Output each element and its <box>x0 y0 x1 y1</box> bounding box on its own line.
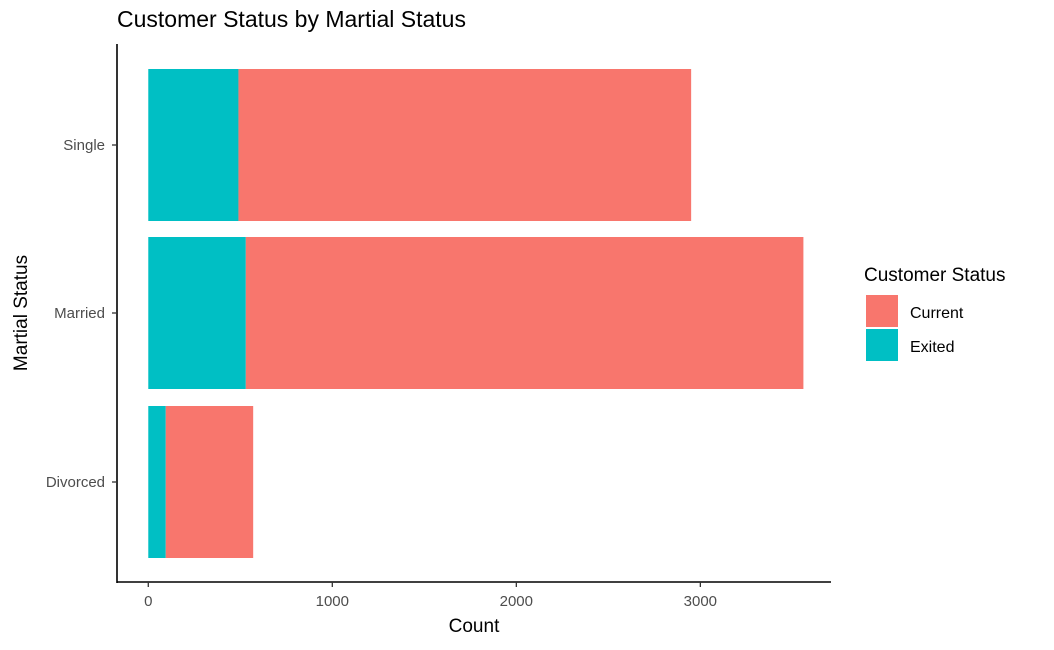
bars-layer <box>148 69 804 558</box>
legend-label-exited: Exited <box>910 339 954 356</box>
x-axis-title: Count <box>449 616 500 637</box>
legend-label-current: Current <box>910 305 964 322</box>
bar-divorced-exited <box>148 406 166 558</box>
legend-swatch-exited <box>866 329 898 361</box>
bar-single-exited <box>148 69 239 221</box>
legend: Customer Status Current Exited <box>864 265 1006 361</box>
y-ticks: Single Married Divorced <box>46 137 117 491</box>
x-tick-label: 2000 <box>500 593 533 610</box>
y-axis-title: Martial Status <box>11 255 32 371</box>
x-tick-label: 0 <box>144 593 152 610</box>
y-tick-label: Married <box>54 305 105 322</box>
x-tick-label: 3000 <box>684 593 717 610</box>
y-tick-label: Single <box>63 137 105 154</box>
bar-married-exited <box>148 237 246 389</box>
legend-title: Customer Status <box>864 265 1006 286</box>
legend-swatch-current <box>866 295 898 327</box>
bar-single-current <box>238 69 692 221</box>
chart-title: Customer Status by Martial Status <box>117 6 466 32</box>
y-tick-label: Divorced <box>46 474 105 491</box>
bar-divorced-current <box>165 406 254 558</box>
bar-married-current <box>245 237 804 389</box>
x-ticks: 0 1000 2000 3000 <box>144 582 717 610</box>
x-tick-label: 1000 <box>316 593 349 610</box>
